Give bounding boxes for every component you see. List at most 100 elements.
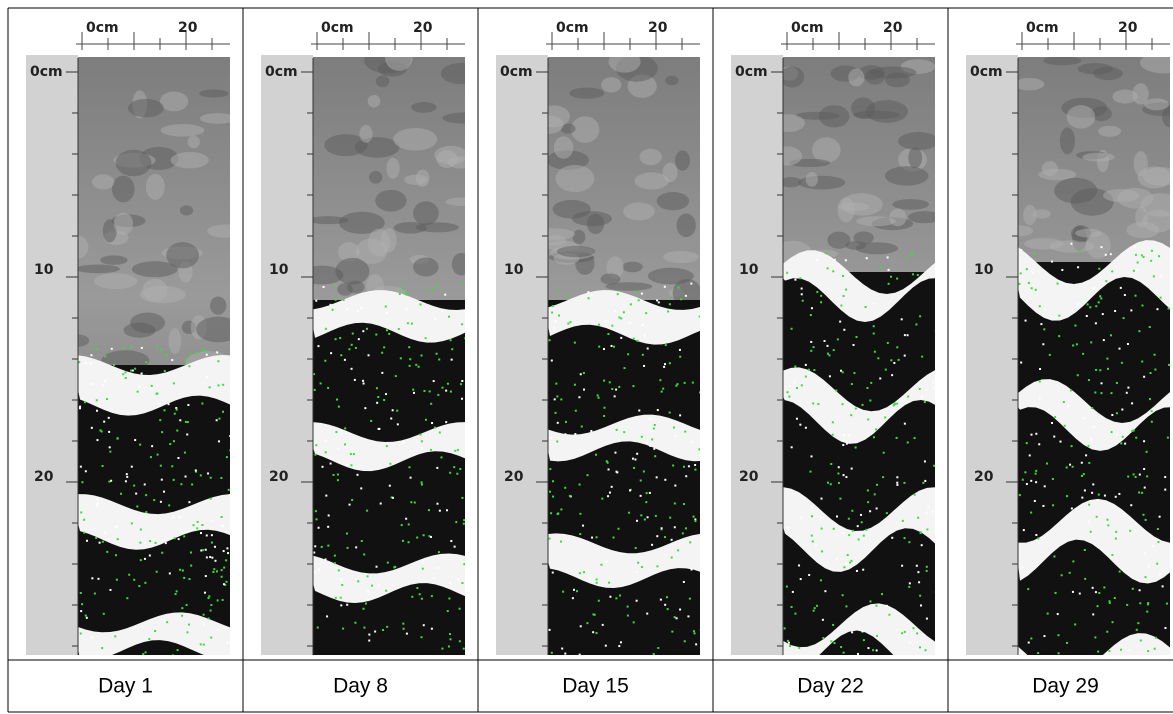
speck — [679, 608, 682, 611]
speck — [381, 371, 384, 374]
speck — [1100, 382, 1103, 385]
speck — [617, 527, 620, 530]
speck — [317, 526, 320, 529]
speck — [1018, 494, 1021, 497]
speck — [885, 604, 888, 607]
speck — [896, 483, 899, 486]
speck — [857, 538, 860, 541]
speck — [181, 614, 184, 617]
speck — [659, 598, 662, 601]
speck — [169, 443, 172, 446]
speck — [1147, 565, 1150, 568]
speck — [220, 476, 223, 479]
speck — [824, 590, 827, 593]
speck — [618, 385, 621, 388]
speck — [921, 355, 924, 358]
texture — [1098, 125, 1122, 137]
speck — [199, 474, 202, 477]
speck — [432, 577, 435, 580]
speck — [879, 377, 882, 380]
speck — [641, 353, 644, 356]
speck — [893, 402, 896, 405]
caption: Day 8 — [333, 675, 388, 698]
speck — [357, 309, 360, 312]
speck — [840, 369, 843, 372]
speck — [1095, 305, 1098, 308]
speck — [449, 390, 452, 393]
speck — [209, 609, 212, 612]
speck — [560, 508, 563, 511]
reflection — [78, 612, 230, 655]
speck — [637, 299, 640, 302]
texture — [78, 264, 120, 274]
speck — [329, 462, 332, 465]
texture — [798, 175, 846, 190]
speck — [1030, 637, 1033, 640]
speck — [216, 351, 219, 354]
speck — [564, 652, 567, 655]
texture — [199, 89, 229, 98]
speck — [826, 352, 829, 355]
speck — [463, 519, 465, 522]
speck — [95, 536, 98, 539]
speck — [632, 337, 635, 340]
speck — [885, 512, 888, 515]
speck — [104, 355, 107, 358]
speck — [862, 568, 865, 571]
speck — [1059, 440, 1062, 443]
speck — [808, 574, 811, 577]
speck — [666, 608, 669, 611]
speck — [201, 349, 204, 352]
texture — [1066, 105, 1096, 129]
speck — [336, 398, 339, 401]
speck — [633, 466, 636, 469]
depth-ruler — [731, 55, 783, 655]
speck — [1135, 269, 1138, 272]
speck — [891, 536, 894, 539]
texture — [384, 57, 413, 71]
speck — [314, 545, 317, 548]
speck — [1111, 621, 1114, 624]
speck — [1077, 303, 1080, 306]
speck — [83, 401, 86, 404]
speck — [1051, 260, 1054, 263]
depth-tick-label: 20 — [739, 469, 759, 485]
speck — [191, 483, 194, 486]
speck — [204, 548, 207, 551]
speck — [571, 597, 574, 600]
speck — [366, 599, 369, 602]
speck — [837, 481, 840, 484]
texture — [571, 211, 612, 227]
speck — [690, 568, 693, 571]
speck — [98, 404, 101, 407]
texture — [142, 278, 168, 302]
speck — [869, 399, 872, 402]
speck — [608, 381, 611, 384]
speck — [411, 595, 414, 598]
speck — [335, 431, 338, 434]
depth-tick-label: 0cm — [265, 64, 298, 80]
speck — [148, 638, 151, 641]
speck — [181, 569, 184, 572]
speck — [682, 503, 685, 506]
speck — [460, 397, 463, 400]
speck — [79, 591, 82, 594]
speck — [324, 359, 327, 362]
speck — [610, 485, 613, 488]
speck — [675, 617, 678, 620]
speck — [123, 346, 126, 349]
speck — [429, 448, 432, 451]
texture — [662, 162, 678, 183]
speck — [229, 449, 230, 452]
speck — [420, 354, 423, 357]
speck — [795, 417, 798, 420]
speck — [161, 431, 164, 434]
speck — [1040, 323, 1043, 326]
speck — [1062, 401, 1065, 404]
top-tick-label: 0cm — [321, 20, 354, 36]
speck — [893, 361, 896, 364]
speck — [319, 382, 322, 385]
speck — [1110, 431, 1113, 434]
speck — [679, 355, 682, 358]
depth-ruler — [966, 55, 1018, 655]
